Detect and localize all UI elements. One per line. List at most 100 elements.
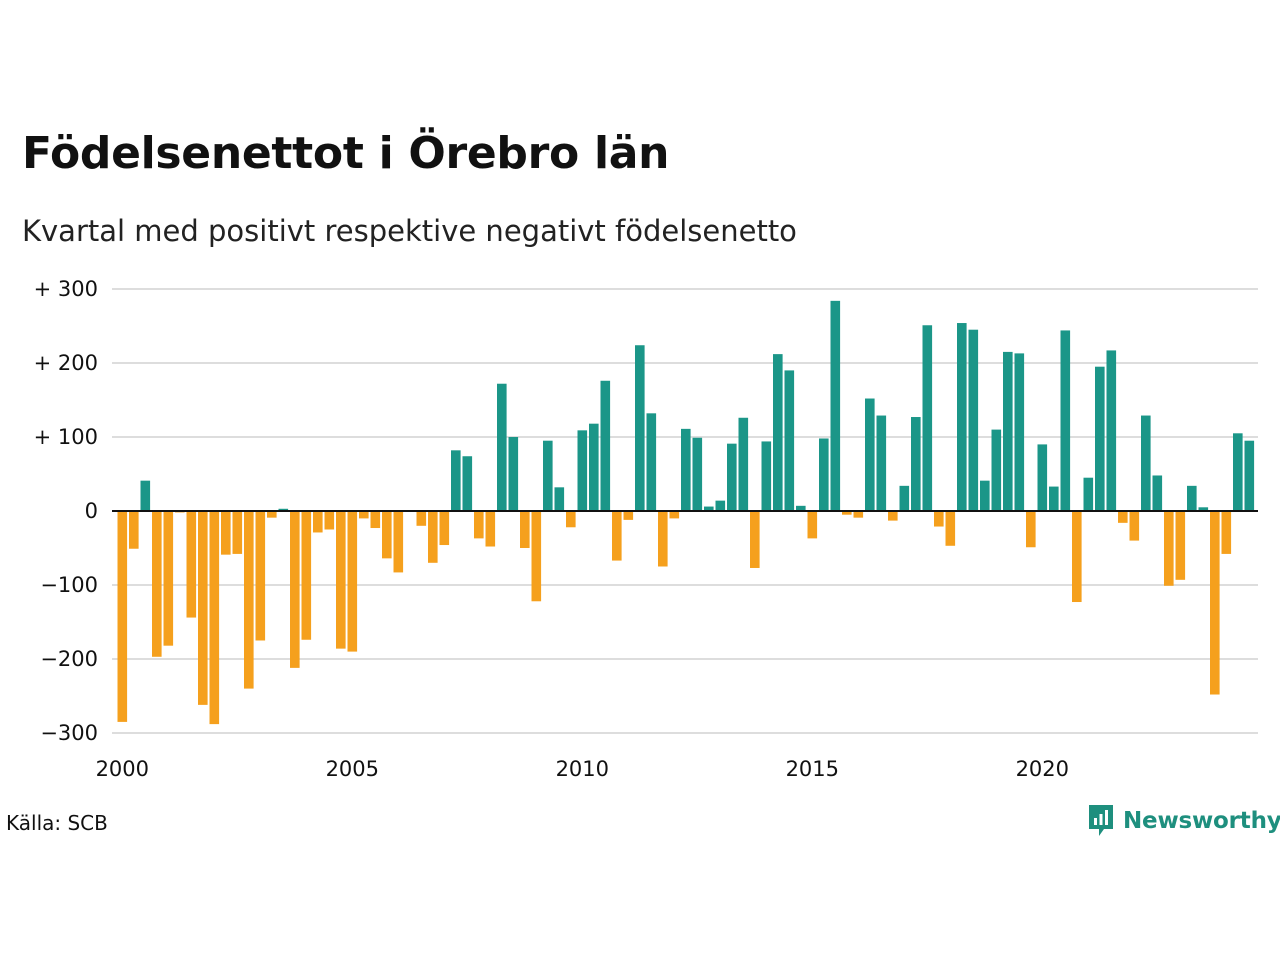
bar-negative [1026, 511, 1036, 548]
bar-negative [853, 511, 864, 518]
bar-positive [1003, 351, 1013, 511]
y-tick-label: −200 [40, 647, 98, 671]
bar-positive [899, 485, 910, 511]
bar-positive [980, 480, 990, 511]
bar-negative [232, 511, 243, 554]
bar-negative [117, 511, 128, 722]
bar-negative [888, 511, 898, 521]
bar-negative [301, 511, 312, 640]
y-tick-label: + 200 [34, 351, 98, 375]
bar-negative [520, 511, 530, 548]
x-tick-labels: 2000 2005 2010 2015 2020 [96, 757, 1069, 781]
bar-positive [278, 508, 289, 511]
bar-positive [1187, 485, 1197, 511]
bar-positive [796, 505, 806, 511]
bar-positive [957, 323, 967, 511]
bar-positive [1060, 330, 1071, 511]
bar-positive [1083, 477, 1094, 511]
bar-positive [1095, 366, 1105, 511]
bar-positive [462, 456, 473, 511]
bar-positive [589, 423, 599, 511]
bar-negative [198, 511, 208, 705]
bar-positive [681, 428, 691, 511]
bar-negative [612, 511, 622, 561]
bar-negative [428, 511, 438, 563]
x-tick-label: 2015 [786, 757, 839, 781]
bar-positive [1198, 507, 1209, 511]
y-tick-label: −100 [40, 573, 98, 597]
bar-positive [1037, 444, 1048, 511]
bar-positive [991, 429, 1002, 511]
bar-positive [1049, 486, 1059, 511]
bar-negative [324, 511, 335, 530]
bar-positive [761, 441, 772, 511]
bar-negative [129, 511, 139, 549]
bar-negative [439, 511, 450, 546]
bar-negative [658, 511, 668, 567]
bar-negative [1164, 511, 1174, 586]
bar-negative [186, 511, 197, 618]
bar-positive [1233, 433, 1243, 511]
source-note: Källa: SCB [6, 811, 108, 835]
bar-negative [163, 511, 174, 646]
x-tick-label: 2010 [556, 757, 609, 781]
bar-positive [819, 438, 829, 511]
bar-negative [1072, 511, 1082, 603]
bar-positive [692, 437, 703, 511]
bar-positive [704, 506, 714, 511]
bar-positive [600, 380, 611, 511]
bar-negative [359, 511, 369, 519]
bar-positive [635, 345, 645, 511]
bar-positive [140, 480, 151, 511]
bar-negative [945, 511, 956, 546]
bar-negative [934, 511, 944, 527]
y-tick-label: 0 [85, 499, 98, 523]
bar-positive [865, 398, 875, 511]
bar-negative [347, 511, 358, 652]
bar-negative [255, 511, 266, 641]
bar-negative [807, 511, 818, 539]
bar-negative [1210, 511, 1220, 695]
bar-negative [485, 511, 496, 547]
bar-positive [784, 370, 795, 511]
bar-positive [911, 417, 921, 511]
bar-positive [876, 415, 887, 511]
chart-title: Födelsenettot i Örebro län [22, 128, 670, 179]
bar-negative [1221, 511, 1232, 554]
bar-positive [543, 440, 553, 511]
bar-negative [1118, 511, 1128, 523]
bar-negative [669, 511, 680, 519]
bar-chart: + 300 + 200 + 100 0 −100 −200 −300 2000 2005 201… [34, 277, 1258, 781]
bars [117, 300, 1255, 725]
bar-negative [209, 511, 220, 725]
bar-negative [313, 511, 323, 533]
bar-positive [1141, 415, 1151, 511]
bar-negative [531, 511, 542, 602]
brand-logo: Newsworthy [1087, 803, 1280, 839]
bar-positive [1244, 440, 1255, 511]
bar-positive [727, 443, 737, 511]
bar-positive [646, 413, 657, 511]
bar-positive [451, 450, 461, 511]
bar-positive [773, 354, 783, 511]
bar-negative [336, 511, 346, 649]
chart-subtitle: Kvartal med positivt respektive negativt… [22, 214, 797, 248]
bar-negative [382, 511, 392, 559]
bar-positive [738, 417, 749, 511]
bar-positive [830, 300, 841, 511]
bar-positive [968, 329, 979, 511]
bar-negative [1129, 511, 1140, 541]
x-tick-label: 2005 [326, 757, 379, 781]
bar-negative [290, 511, 300, 668]
y-tick-label: + 100 [34, 425, 98, 449]
bar-negative [842, 511, 852, 515]
bar-negative [623, 511, 634, 520]
bar-negative [221, 511, 231, 555]
x-tick-label: 2020 [1016, 757, 1069, 781]
brand-name: Newsworthy [1123, 808, 1280, 834]
bar-positive [554, 487, 565, 511]
y-tick-label: + 300 [34, 277, 98, 301]
bar-negative [370, 511, 381, 529]
bar-negative [152, 511, 162, 657]
bar-negative [416, 511, 427, 526]
